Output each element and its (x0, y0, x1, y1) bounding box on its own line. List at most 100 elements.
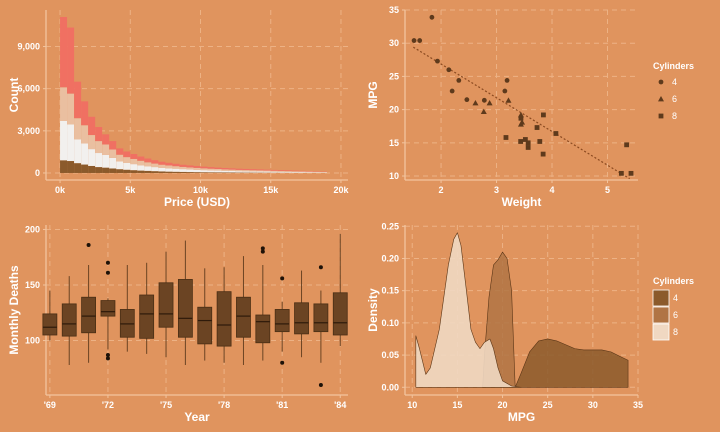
scatter-point (541, 112, 546, 118)
box-1972 (100, 298, 116, 350)
scatter-point (618, 170, 624, 176)
box-body (197, 306, 213, 345)
histogram-bar (305, 171, 313, 173)
histogram-bar (95, 141, 103, 154)
legend-swatch-8 (652, 323, 670, 341)
density-areas (415, 232, 629, 388)
x-tick-label: '72 (102, 400, 114, 410)
y-tick-label: 0.25 (381, 221, 399, 231)
box-1979 (236, 256, 251, 365)
histogram-bar (298, 171, 306, 173)
histogram-bar (137, 156, 145, 161)
histogram-bar (60, 120, 68, 161)
y-tick-label: 200 (25, 224, 40, 234)
box-body (42, 313, 58, 336)
outlier-point (105, 270, 110, 275)
histogram-bar (319, 172, 327, 173)
histogram-bar (207, 167, 215, 169)
y-tick-label: 0 (35, 168, 40, 178)
histogram-bar (95, 167, 103, 173)
histogram-bar (242, 170, 250, 172)
histogram-bar (291, 170, 299, 172)
histogram-bar (263, 171, 271, 173)
y-tick-label: 0.10 (381, 318, 399, 328)
histogram-bar (277, 170, 285, 172)
box-body (100, 300, 116, 317)
scatter-point (472, 99, 479, 106)
scatter-point (525, 140, 531, 146)
y-axis-label: Density (366, 288, 380, 332)
y-tick-label: 25 (389, 71, 399, 81)
histogram-bar (88, 165, 96, 173)
histogram-bar (123, 157, 131, 163)
outlier-point (260, 246, 265, 251)
histogram-bar (60, 87, 68, 121)
box-body (61, 303, 77, 337)
scatter-series-6 (472, 97, 526, 127)
scatter-point (624, 142, 630, 148)
legend-label: 8 (672, 111, 677, 121)
histogram-bar (214, 167, 222, 170)
histogram-bar (186, 165, 194, 168)
scatter-point (480, 108, 487, 115)
histogram-bar (179, 171, 187, 173)
y-axis-label: Monthly Deaths (7, 265, 21, 355)
box-1981 (274, 301, 290, 352)
histogram-bar (81, 143, 89, 165)
histogram-bar (186, 167, 194, 170)
histogram-bar (172, 166, 180, 169)
histogram-bar (270, 170, 278, 172)
box-body (158, 282, 174, 328)
histogram-bar (179, 164, 187, 167)
histogram-bar (144, 170, 152, 173)
scatter-point (522, 137, 528, 142)
histogram-bar (67, 93, 75, 125)
y-tick-label: 3,000 (17, 126, 40, 136)
x-tick-label: '78 (218, 400, 230, 410)
histogram-bar (158, 161, 166, 165)
histogram-bar (235, 169, 243, 172)
x-tick-label: 3 (494, 185, 499, 195)
histogram-bar (228, 170, 236, 173)
histogram-bar (60, 160, 68, 173)
scatter-point (518, 115, 524, 121)
outliers (86, 243, 323, 387)
box-body (313, 303, 329, 333)
histogram-bar (193, 172, 201, 173)
box-1970 (61, 276, 77, 365)
x-axis-label: Weight (502, 195, 542, 209)
box-1984 (332, 233, 348, 347)
histogram-bar (277, 170, 285, 171)
outlier-point (318, 265, 323, 270)
histogram-bar (277, 171, 285, 173)
x-axis-label: Year (184, 410, 210, 424)
x-tick-label: 2 (439, 185, 444, 195)
histogram-bar (298, 172, 306, 173)
histogram-bar (291, 171, 299, 173)
box-body (274, 309, 290, 333)
scatter-point (537, 139, 543, 144)
histogram-bar (151, 171, 159, 173)
scatter-point (502, 88, 508, 94)
box-1976 (177, 240, 193, 365)
histogram-bar (137, 165, 145, 171)
histogram-bar (256, 170, 264, 172)
histogram-bar (74, 139, 82, 164)
histogram-bar (284, 171, 292, 172)
histogram-bar (102, 167, 110, 173)
histogram-bar (270, 171, 278, 173)
histogram-bar (172, 163, 180, 167)
histogram-bar (144, 162, 152, 167)
box-1974 (139, 262, 155, 354)
histogram-bar (214, 172, 222, 173)
outlier-point (260, 249, 265, 254)
x-tick-label: '75 (160, 400, 172, 410)
y-tick-label: 0.00 (381, 382, 399, 392)
scatter-point (628, 170, 634, 176)
box-1977 (197, 268, 213, 361)
scatter-panel: 2 3 4 5 10 15 20 25 30 35 Weight MPG Cylinders 4 6 8 (366, 5, 694, 209)
scatter-point (449, 88, 455, 94)
histogram-bar (88, 135, 96, 150)
histogram-bar (298, 170, 306, 172)
x-tick-label: 0k (55, 185, 66, 195)
